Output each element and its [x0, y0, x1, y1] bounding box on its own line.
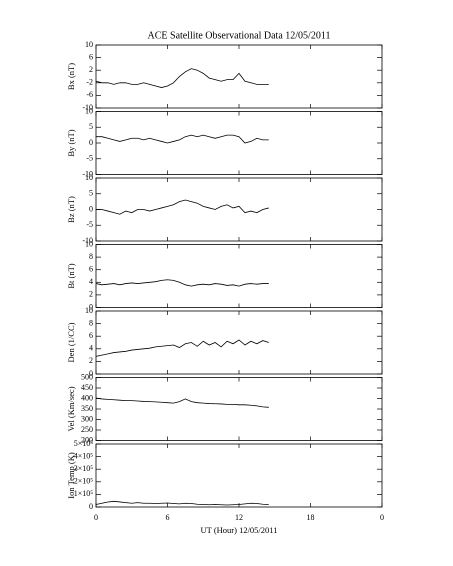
y-axis-label: Vel (Km/sec)	[66, 386, 76, 431]
y-tick-label: 450	[81, 383, 93, 392]
y-tick-label: -2	[86, 78, 93, 87]
y-tick-label: 2	[89, 356, 93, 365]
x-axis-label: UT (Hour) 12/05/2011	[201, 525, 278, 535]
y-tick-label: 0	[89, 302, 93, 311]
y-axis-label: Bt (nT)	[66, 263, 76, 288]
panel-frame	[95, 244, 383, 308]
x-tick-label: 6	[166, 513, 170, 522]
panel-frame	[95, 310, 383, 375]
y-tick-label: 10	[85, 40, 93, 49]
y-tick-label: -5	[86, 220, 93, 229]
data-line	[95, 279, 269, 287]
y-tick-label: 2	[89, 65, 93, 74]
y-tick-label: 500	[81, 372, 93, 381]
data-line	[95, 68, 269, 88]
x-tick-label: 18	[307, 513, 315, 522]
panel-frame	[95, 377, 383, 441]
y-tick-label: 3×10⁵	[74, 464, 94, 473]
data-line	[96, 199, 269, 215]
data-line	[95, 339, 269, 357]
y-tick-label: 6	[89, 52, 93, 61]
y-tick-label: 4	[89, 277, 93, 286]
y-tick-label: 6	[89, 331, 93, 340]
y-tick-label: 0	[89, 138, 93, 147]
y-tick-label: 10	[85, 239, 93, 248]
y-tick-label: 5×10⁵	[74, 439, 94, 448]
y-tick-label: 0	[89, 369, 93, 378]
y-tick-label: 300	[81, 414, 93, 423]
chart-title: ACE Satellite Observational Data 12/05/2…	[148, 30, 331, 41]
y-tick-label: 350	[81, 404, 93, 413]
panel-frame	[95, 443, 383, 508]
y-axis-label: Den (1/CC)	[66, 322, 76, 362]
y-tick-label: 2×10⁵	[74, 477, 94, 486]
y-tick-label: 0	[89, 204, 93, 213]
y-axis-label: Ion Temp (K)	[66, 452, 76, 499]
y-tick-label: 6	[89, 265, 93, 274]
y-axis-label: Bx (nT)	[66, 63, 76, 90]
y-tick-label: 8	[89, 252, 93, 261]
y-tick-label: -6	[86, 90, 93, 99]
y-tick-label: 4×10⁵	[74, 451, 94, 460]
data-line	[96, 134, 269, 144]
y-tick-label: 0	[89, 502, 93, 511]
y-tick-label: 1×10⁵	[74, 489, 94, 498]
y-tick-label: 5	[89, 189, 93, 198]
y-tick-label: -10	[82, 169, 93, 178]
data-line	[95, 397, 269, 408]
y-tick-label: 400	[81, 393, 93, 402]
y-tick-label: -10	[82, 103, 93, 112]
data-line	[95, 500, 269, 506]
panel-frame	[95, 111, 383, 175]
y-tick-label: 250	[81, 425, 93, 434]
panel-frame	[95, 44, 383, 109]
y-axis-label: By (nT)	[66, 129, 76, 156]
y-tick-label: -5	[86, 154, 93, 163]
y-tick-label: 10	[85, 173, 93, 182]
y-tick-label: 10	[85, 306, 93, 315]
x-tick-label: 0	[94, 513, 98, 522]
y-tick-label: 5	[89, 122, 93, 131]
x-tick-label: 12	[235, 513, 243, 522]
y-axis-label: Bz (nT)	[66, 196, 76, 223]
y-tick-label: 10	[85, 106, 93, 115]
y-tick-label: 200	[81, 435, 93, 444]
y-tick-label: 8	[89, 318, 93, 327]
y-tick-label: -10	[82, 236, 93, 245]
y-tick-label: 4	[89, 344, 93, 353]
x-tick-label: 0	[380, 513, 384, 522]
y-tick-label: 2	[89, 290, 93, 299]
